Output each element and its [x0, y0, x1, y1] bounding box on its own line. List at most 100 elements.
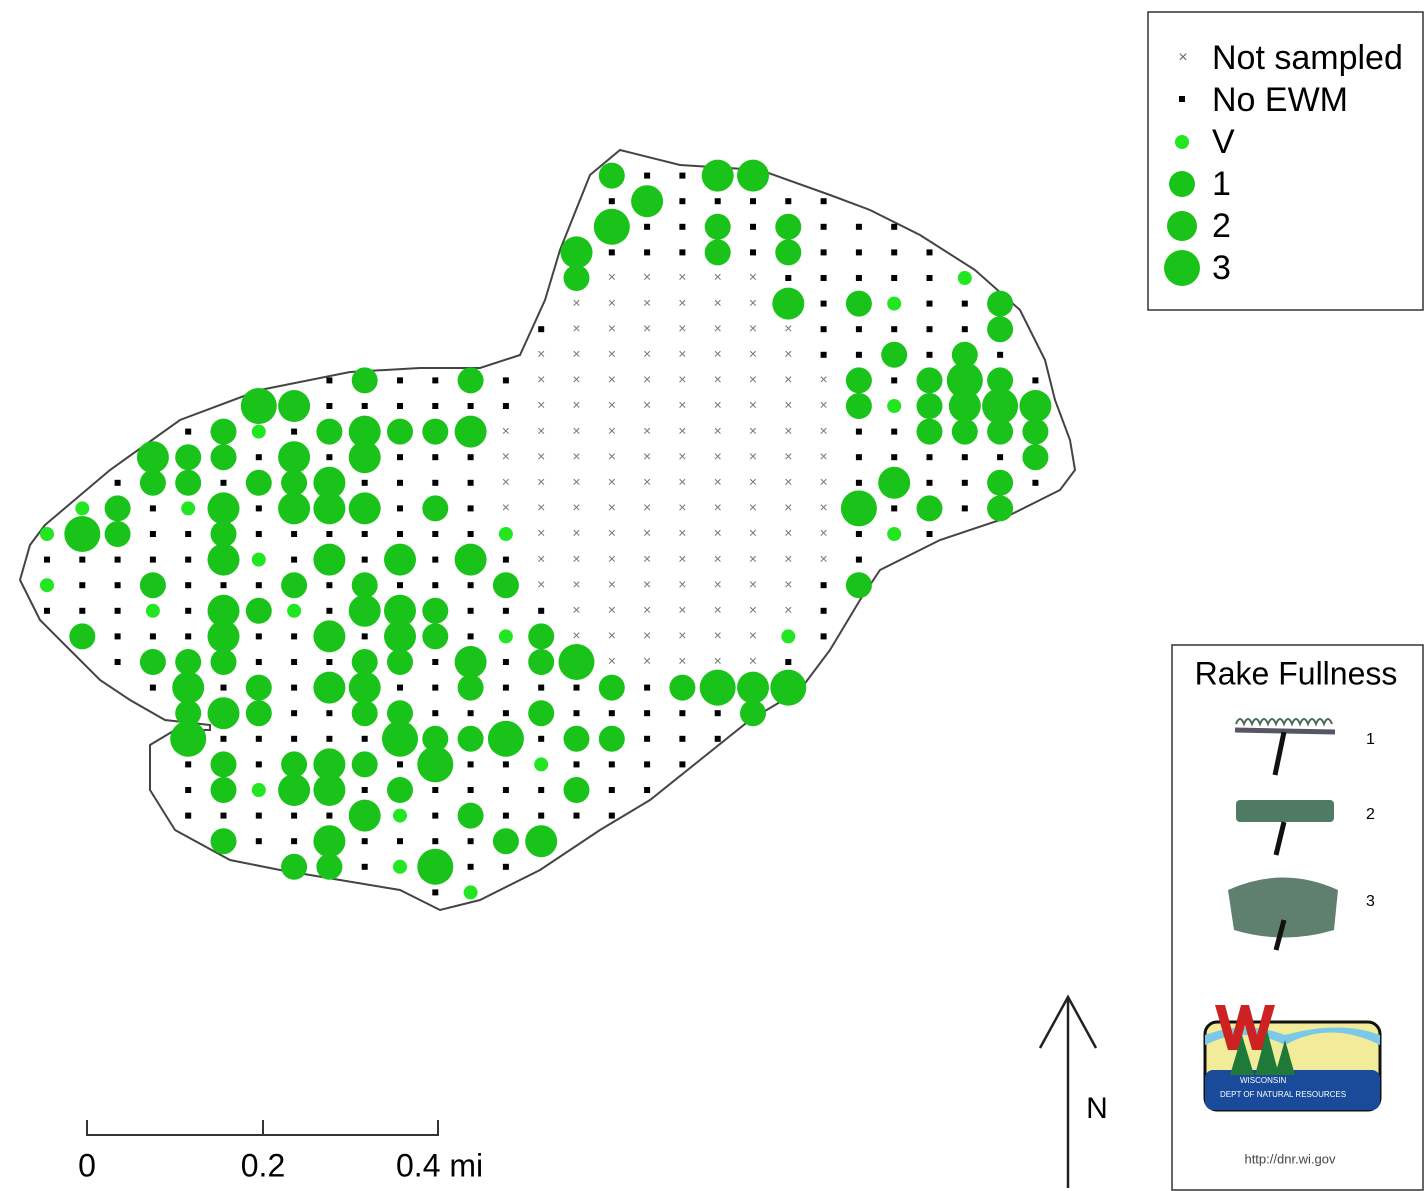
sample-point [887, 399, 902, 413]
sample-point [255, 659, 262, 665]
sample-point: × [608, 294, 616, 310]
sample-point [185, 607, 192, 614]
legend-label: 2 [1212, 207, 1231, 245]
sample-point [397, 531, 403, 537]
sample-point [961, 454, 968, 461]
sample-point: × [572, 371, 580, 387]
sample-point [467, 863, 474, 870]
sample-point: × [608, 653, 616, 669]
sample-point [593, 208, 630, 245]
sample-point [316, 418, 343, 445]
sample-point [997, 454, 1004, 461]
sample-point: × [643, 653, 651, 669]
sample-point: × [749, 550, 757, 566]
sample-point [175, 649, 202, 675]
sample-point [887, 527, 902, 541]
sample-point: × [643, 448, 651, 464]
sample-point [528, 700, 555, 727]
scale-label: 0.2 [241, 1147, 285, 1183]
sample-point: × [784, 422, 792, 438]
sample-point [772, 287, 805, 320]
sample-point [573, 812, 580, 819]
sample-point: × [749, 422, 757, 438]
sample-point [417, 848, 454, 885]
sample-points: × × × × × × × × × × × × × × × × × × × × × × × × × × × × × × × × × × × × × × × ×… [40, 159, 1052, 900]
legend-symbol [1169, 171, 1195, 197]
sample-point [1032, 377, 1039, 384]
sample-point [387, 418, 413, 445]
sample-point [951, 418, 978, 445]
dnr-logo: WISCONSIN DEPT OF NATURAL RESOURCES [1203, 1005, 1382, 1112]
sample-point [714, 198, 721, 205]
sample-point [608, 787, 615, 793]
sample-point [598, 725, 625, 752]
sample-point [845, 290, 872, 317]
sample-point [291, 838, 298, 845]
sample-point [220, 582, 227, 589]
sample-point [679, 710, 686, 717]
sample-point [397, 479, 403, 486]
sample-point [432, 889, 439, 896]
sample-point [79, 556, 86, 563]
sample-point [987, 316, 1014, 343]
sample-point [820, 198, 827, 205]
sample-point [79, 607, 86, 614]
sample-point [422, 725, 449, 752]
sample-point [961, 326, 968, 333]
sample-point [326, 531, 333, 537]
sample-point: × [714, 602, 722, 618]
legend-label: Not sampled [1212, 39, 1403, 77]
sample-point: × [820, 448, 828, 464]
sample-point [382, 720, 418, 757]
sample-point [432, 684, 439, 691]
sample-point [351, 367, 378, 394]
sample-point [855, 454, 862, 461]
sample-point: × [572, 550, 580, 566]
sample-point [387, 649, 413, 675]
sample-point [644, 223, 651, 230]
sample-point: × [537, 474, 545, 490]
sample-point [573, 761, 580, 768]
sample-point [326, 377, 333, 384]
sample-point [291, 710, 298, 717]
sample-point [316, 853, 343, 880]
sample-point [432, 377, 439, 384]
sample-point [136, 441, 169, 474]
sample-point [220, 735, 227, 742]
sample-point [502, 659, 509, 665]
sample-point: × [784, 525, 792, 541]
sample-point [281, 572, 308, 599]
sample-point [172, 671, 205, 704]
scale-label: 0.4 mi [396, 1147, 483, 1183]
sample-point [608, 198, 615, 205]
legend-symbol: × [1178, 49, 1187, 66]
sample-point: × [714, 346, 722, 362]
sample-point [220, 684, 227, 691]
sample-point [948, 390, 981, 422]
sample-point [1022, 418, 1049, 445]
sample-point [855, 223, 862, 230]
sample-point [714, 735, 721, 742]
sample-point: × [784, 576, 792, 592]
sample-point: × [678, 474, 686, 490]
sample-point [326, 454, 333, 461]
sample-point: × [714, 499, 722, 515]
sample-point [926, 275, 933, 281]
sample-point [679, 249, 686, 256]
sample-point: × [537, 576, 545, 592]
sample-point [608, 812, 615, 819]
sample-point: × [502, 448, 510, 464]
sample-point: × [572, 397, 580, 413]
sample-point [498, 527, 513, 541]
sample-point: × [537, 346, 545, 362]
sample-point [563, 725, 590, 752]
sample-point: × [608, 499, 616, 515]
sample-point [679, 761, 686, 768]
sample-point [348, 492, 381, 525]
sample-point [855, 351, 862, 358]
sample-point: × [608, 320, 616, 336]
sample-point [855, 249, 862, 256]
rake-level: 1 [1366, 731, 1375, 748]
logo-text: DEPT OF NATURAL RESOURCES [1220, 1090, 1346, 1099]
